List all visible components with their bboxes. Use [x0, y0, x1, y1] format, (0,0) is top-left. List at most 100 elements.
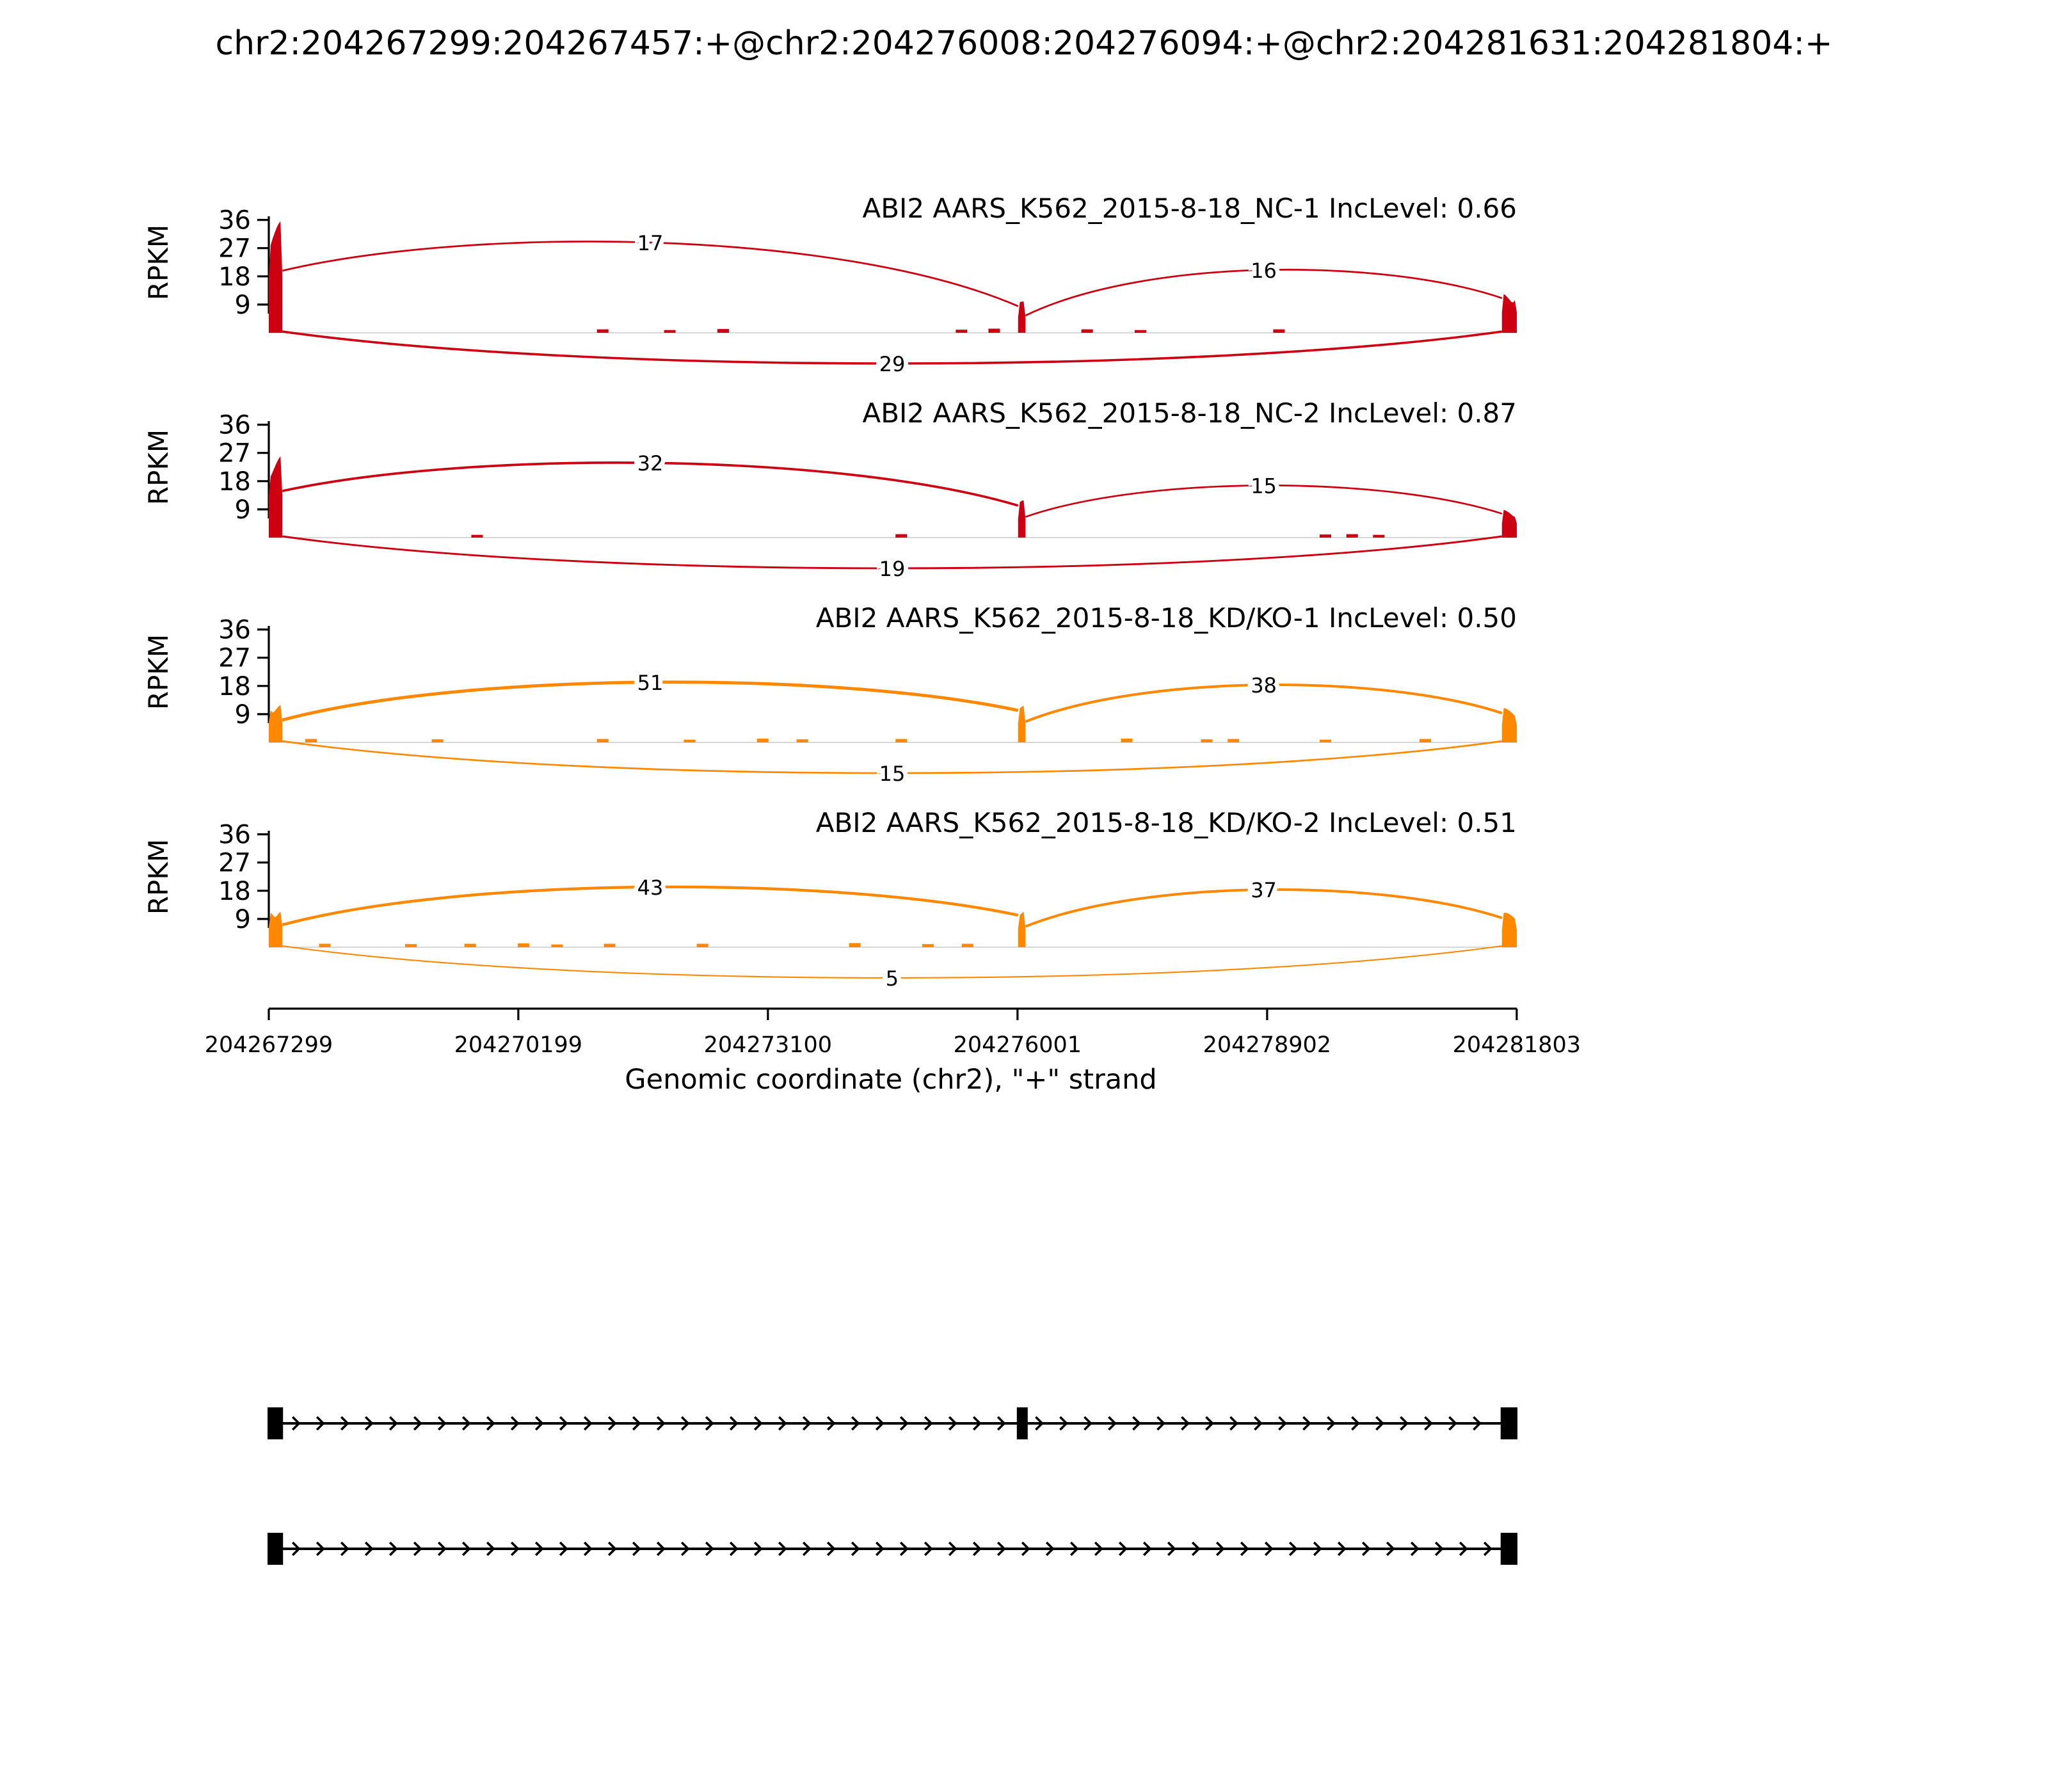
strand-arrow-icon	[486, 1541, 495, 1556]
strand-arrow-icon	[1400, 1416, 1409, 1431]
junction-arc	[282, 740, 1502, 774]
coverage-noise	[596, 739, 609, 742]
strand-arrow-icon	[899, 1416, 909, 1431]
isoform-skipping	[268, 1533, 1517, 1565]
coverage-noise	[1273, 329, 1285, 333]
strand-arrow-icon	[705, 1416, 714, 1431]
strand-arrow-icon	[802, 1416, 812, 1431]
strand-arrow-icon	[1240, 1541, 1249, 1556]
strand-arrow-icon	[1156, 1416, 1165, 1431]
coverage-exon-2	[1018, 911, 1026, 947]
coverage-noise	[1320, 534, 1332, 538]
strand-arrow-icon	[778, 1541, 787, 1556]
coverage-noise	[849, 943, 861, 947]
coverage-noise	[1134, 330, 1146, 333]
strand-arrow-icon	[340, 1541, 349, 1556]
exon-box	[1500, 1407, 1517, 1439]
y-tick-label: 9	[235, 905, 251, 934]
coverage-noise	[464, 943, 476, 947]
strand-arrow-icon	[583, 1416, 593, 1431]
coverage-noise	[1320, 739, 1332, 742]
junction-arc	[282, 461, 1019, 507]
y-tick-label: 18	[218, 672, 251, 701]
coverage-noise	[596, 329, 609, 333]
strand-arrow-icon	[1118, 1541, 1128, 1556]
coverage-noise	[961, 943, 973, 947]
strand-arrow-icon	[753, 1541, 763, 1556]
coverage-noise	[956, 330, 968, 333]
junction-arc	[1025, 484, 1503, 518]
coverage-exon-3	[1501, 294, 1517, 333]
strand-arrow-icon	[510, 1541, 520, 1556]
strand-arrow-icon	[1386, 1541, 1395, 1556]
junction-count: 51	[637, 671, 664, 695]
junction-arc	[282, 945, 1502, 979]
strand-arrow-icon	[1215, 1541, 1225, 1556]
strand-arrow-icon	[607, 1416, 617, 1431]
y-axis-label: RPKM	[143, 839, 174, 915]
strand-arrow-icon	[656, 1541, 666, 1556]
strand-arrow-icon	[1045, 1541, 1055, 1556]
coverage-exon-1	[269, 221, 283, 333]
coverage-noise	[988, 328, 1000, 333]
coverage-exon-1	[269, 911, 283, 947]
strand-arrow-icon	[1035, 1416, 1044, 1431]
y-tick-label: 36	[218, 411, 251, 440]
plot-title: chr2:204267299:204267457:+@chr2:20427600…	[215, 24, 1833, 63]
junction-arc	[1025, 683, 1503, 723]
junction-count: 17	[637, 231, 664, 255]
junction-arc	[282, 330, 1503, 365]
strand-arrow-icon	[899, 1541, 909, 1556]
strand-arrow-icon	[559, 1416, 568, 1431]
strand-arrow-icon	[851, 1541, 860, 1556]
junction-count: 15	[879, 762, 906, 786]
strand-arrow-icon	[948, 1541, 957, 1556]
y-axis-label: RPKM	[143, 225, 174, 300]
strand-arrow-icon	[729, 1541, 739, 1556]
strand-arrow-icon	[1410, 1541, 1420, 1556]
strand-arrow-icon	[413, 1541, 422, 1556]
strand-arrow-icon	[996, 1541, 1006, 1556]
strand-arrow-icon	[875, 1416, 884, 1431]
y-axis-label: RPKM	[143, 429, 174, 505]
junction-count: 38	[1251, 673, 1277, 698]
coverage-noise	[895, 739, 908, 742]
strand-arrow-icon	[510, 1416, 520, 1431]
strand-arrow-icon	[340, 1416, 349, 1431]
strand-arrow-icon	[437, 1416, 447, 1431]
strand-arrow-icon	[851, 1416, 860, 1431]
coverage-noise	[1373, 534, 1385, 538]
coverage-noise	[305, 739, 317, 742]
strand-arrow-icon	[486, 1416, 495, 1431]
y-tick-label: 18	[218, 467, 251, 497]
junction-count: 32	[637, 451, 664, 476]
junction-count: 19	[879, 557, 906, 581]
strand-arrow-icon	[1191, 1541, 1201, 1556]
strand-arrow-icon	[316, 1416, 325, 1431]
strand-arrow-icon	[413, 1416, 422, 1431]
coverage-exon-3	[1501, 708, 1517, 742]
strand-arrow-icon	[802, 1541, 812, 1556]
strand-arrow-icon	[680, 1541, 690, 1556]
strand-arrow-icon	[632, 1541, 641, 1556]
strand-arrow-icon	[705, 1541, 714, 1556]
strand-arrow-icon	[364, 1541, 374, 1556]
y-tick-label: 9	[235, 291, 251, 320]
y-tick-label: 18	[218, 262, 251, 292]
y-tick-label: 36	[218, 616, 251, 645]
coverage-noise	[471, 534, 483, 538]
strand-arrow-icon	[1021, 1541, 1030, 1556]
coverage-noise	[604, 943, 616, 947]
strand-arrow-icon	[461, 1416, 471, 1431]
strand-arrow-icon	[826, 1416, 836, 1431]
junction-arc	[282, 240, 1019, 307]
strand-arrow-icon	[1205, 1416, 1214, 1431]
coverage-exon-2	[1018, 301, 1026, 333]
strand-arrow-icon	[996, 1416, 1006, 1431]
y-tick-label: 27	[218, 439, 251, 468]
strand-arrow-icon	[1424, 1416, 1433, 1431]
strand-arrow-icon	[1084, 1416, 1092, 1431]
